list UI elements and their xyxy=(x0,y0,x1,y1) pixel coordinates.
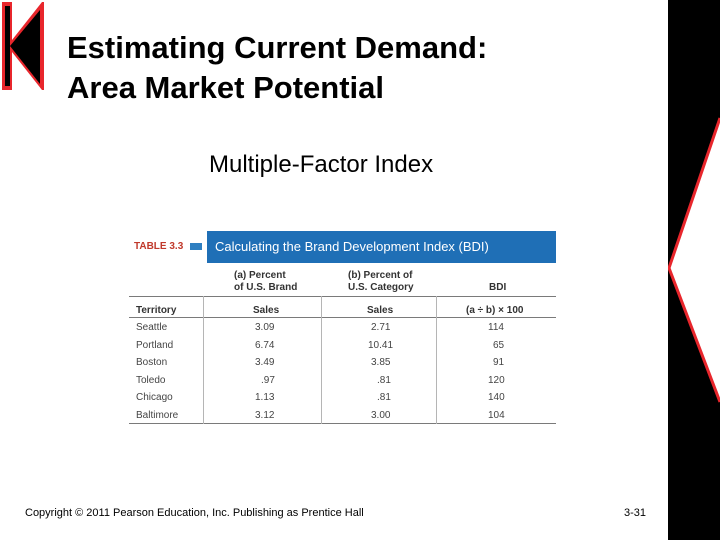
bdi-cell: 65 xyxy=(493,340,505,351)
page-title: Estimating Current Demand: Area Market P… xyxy=(67,28,487,108)
territory-cell: Chicago xyxy=(136,392,173,403)
category-sales-cell: 3.85 xyxy=(371,357,391,368)
brand-sales-cell: 3.09 xyxy=(255,322,275,333)
brand-sales-cell: 3.49 xyxy=(255,357,275,368)
territory-cell: Baltimore xyxy=(136,410,179,421)
category-sales-cell: 3.00 xyxy=(371,410,391,421)
brand-sales-cell: 3.12 xyxy=(255,410,275,421)
col-header-territory: Territory xyxy=(136,305,177,316)
bdi-cell: 140 xyxy=(488,392,505,403)
page-number: 3-31 xyxy=(624,507,647,519)
super-header-brand: (a) Percent of U.S. Brand xyxy=(234,270,298,293)
rule-header xyxy=(129,317,556,318)
col-header-category-sales: Sales xyxy=(367,305,394,316)
table-label: TABLE 3.3 xyxy=(134,241,184,252)
table-label-marker xyxy=(190,243,202,250)
col-divider-3 xyxy=(436,296,437,424)
col-divider-2 xyxy=(321,296,322,424)
territory-cell: Seattle xyxy=(136,322,168,333)
bdi-cell: 114 xyxy=(488,322,504,333)
title-line-2: Area Market Potential xyxy=(67,70,384,105)
rule-top xyxy=(129,296,556,297)
category-sales-cell: 10.41 xyxy=(368,340,394,351)
title-line-1: Estimating Current Demand: xyxy=(67,30,488,65)
bdi-table: TABLE 3.3 Calculating the Brand Developm… xyxy=(129,229,556,424)
table-title: Calculating the Brand Development Index … xyxy=(215,239,489,254)
rule-bottom xyxy=(129,423,556,424)
brand-sales-cell: 6.74 xyxy=(255,340,275,351)
logo-icon xyxy=(2,2,44,90)
right-decor-bar xyxy=(668,0,720,540)
bdi-cell: 120 xyxy=(488,375,505,386)
category-sales-cell: .81 xyxy=(377,392,391,403)
subtitle: Multiple-Factor Index xyxy=(209,151,434,178)
territory-cell: Portland xyxy=(136,340,174,351)
super-header-bdi: BDI xyxy=(489,282,507,293)
copyright-text: Copyright © 2011 Pearson Education, Inc.… xyxy=(25,507,364,519)
category-sales-cell: 2.71 xyxy=(371,322,391,333)
brand-sales-cell: 1.13 xyxy=(255,392,275,403)
col-header-bdi: (a ÷ b) × 100 xyxy=(466,305,524,316)
brand-sales-cell: .97 xyxy=(261,375,275,386)
super-header-category: (b) Percent of U.S. Category xyxy=(348,270,414,293)
territory-cell: Toledo xyxy=(136,375,166,386)
category-sales-cell: .81 xyxy=(377,375,391,386)
table-banner: Calculating the Brand Development Index … xyxy=(207,231,556,263)
bdi-cell: 104 xyxy=(488,410,505,421)
col-divider-1 xyxy=(203,296,204,424)
territory-cell: Boston xyxy=(136,357,168,368)
bdi-cell: 91 xyxy=(493,357,505,368)
col-header-brand-sales: Sales xyxy=(253,305,280,316)
